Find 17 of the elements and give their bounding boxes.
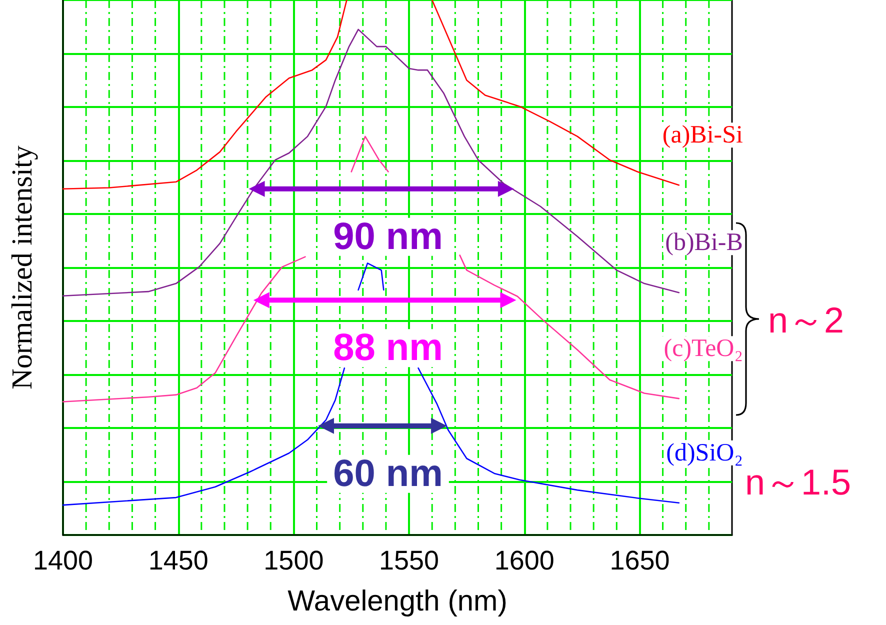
annotation: 88 nm <box>333 327 443 370</box>
y-axis-title: Normalized intensity <box>6 144 38 390</box>
x-tick-label: 1650 <box>610 546 670 576</box>
x-tick-label: 1500 <box>264 546 324 576</box>
x-tick-label: 1550 <box>378 546 440 576</box>
series-label: (c)TeO₂ <box>664 335 743 362</box>
x-tick-label: 1600 <box>494 546 554 576</box>
text: n～2 <box>768 300 844 340</box>
x-axis-title: Wavelength (nm) <box>288 586 508 618</box>
series-label: (b)Bi-B <box>665 229 743 256</box>
text: n～1.5 <box>745 462 852 502</box>
annotation: 60 nm <box>333 452 443 495</box>
series-label: (d)SiO₂ <box>666 439 743 466</box>
annotation: 90 nm <box>333 216 443 258</box>
series-label: (a)Bi-Si <box>662 122 743 149</box>
x-tick-label: 1400 <box>32 546 94 576</box>
x-tick-label: 1450 <box>148 546 208 576</box>
